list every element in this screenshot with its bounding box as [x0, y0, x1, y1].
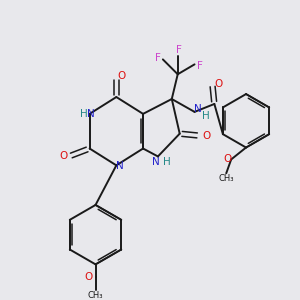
- Text: F: F: [176, 46, 182, 56]
- Text: F: F: [196, 61, 202, 71]
- Text: O: O: [60, 152, 68, 161]
- Text: CH₃: CH₃: [218, 174, 234, 183]
- Text: H: H: [202, 111, 209, 121]
- Text: O: O: [85, 272, 93, 282]
- Text: N: N: [194, 104, 201, 114]
- Text: N: N: [116, 161, 124, 171]
- Text: N: N: [152, 158, 160, 167]
- Text: N: N: [87, 109, 94, 119]
- Text: H: H: [80, 109, 88, 119]
- Text: CH₃: CH₃: [88, 291, 103, 300]
- Text: O: O: [223, 154, 231, 164]
- Text: O: O: [202, 130, 211, 141]
- Text: O: O: [214, 79, 222, 89]
- Text: O: O: [117, 71, 125, 81]
- Text: F: F: [155, 53, 161, 63]
- Text: H: H: [163, 158, 171, 167]
